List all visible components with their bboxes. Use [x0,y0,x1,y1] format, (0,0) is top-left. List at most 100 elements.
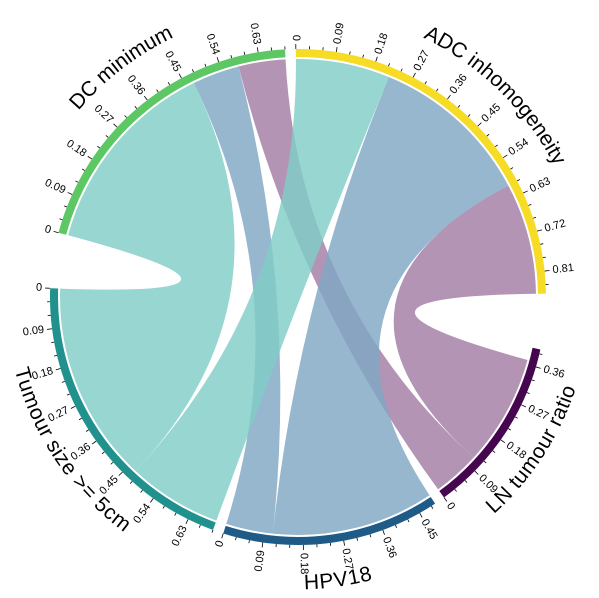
link-adc-inhomogeneity-to-hpv18 [272,77,509,535]
tick-mark [124,115,128,118]
tick-mark [544,270,550,272]
tick-mark [67,192,73,195]
sector-arc-ln-tumour-ratio [439,347,541,498]
tick-mark [500,439,506,444]
tick-mark [349,51,351,55]
tick-mark [424,81,427,85]
tick-mark [443,497,448,502]
tick-mark [66,393,70,396]
sector-label-adc-minimum: ADC minimum [0,0,176,114]
tick-mark [198,524,201,528]
tick-label: 0 [213,539,226,548]
tick-mark [495,144,498,148]
tick-mark [356,537,359,541]
tick-label: 0 [444,500,457,512]
tick-mark [129,481,133,484]
tick-mark [261,542,264,548]
tick-label: 0.63 [248,22,263,45]
tick-mark [248,540,250,544]
tick-mark [105,135,109,138]
tick-mark [162,505,165,509]
tick-mark [369,534,372,538]
tick-mark [118,471,123,476]
tick-mark [85,429,89,432]
tick-mark [167,82,171,85]
tick-mark [81,168,85,171]
tick-mark [113,123,118,128]
tick-label: 0 [43,223,52,236]
tick-label: 0.45 [479,101,503,124]
tick-mark [454,488,457,492]
link-adc-inhomogeneity-to-ln-tumour-ratio [393,185,536,458]
sector-arc-hpv18 [223,496,436,546]
tick-mark [535,366,541,369]
tick-mark [216,57,220,63]
tick-label: 0 [290,35,302,41]
tick-mark [508,428,512,431]
tick-label: 0.36 [125,73,148,97]
tick-label: 0 [36,282,43,294]
tick-mark [78,417,82,421]
tick-label: 0.54 [131,501,153,525]
tick-mark [75,180,79,183]
tick-label: 0.72 [543,217,567,234]
ticks-layer: 0 0.09 0.180.270.360.450.540.630.720.8100.… [22,22,574,575]
tick-label: 0.27 [411,48,432,73]
tick-mark [51,341,55,344]
sector-arcs-layer [49,48,546,546]
tick-label: 0.18 [64,138,88,160]
tick-label: 0.09 [22,324,45,339]
tick-mark [235,537,237,541]
tick-mark [516,179,520,182]
tick-label: 0.27 [339,547,355,570]
links-layer [60,59,536,535]
tick-mark [467,114,471,117]
tick-mark [362,54,364,58]
tick-mark [388,63,390,67]
tick-label: 0.36 [447,72,469,96]
tick-label: 0.09 [332,22,347,45]
tick-mark [510,167,514,170]
tick-mark [492,450,496,453]
tick-mark [55,368,61,371]
link-adc-minimum-to-hpv18 [193,66,281,534]
sector-arc-adc-minimum [58,49,286,235]
tick-label: 0.18 [372,32,390,56]
tick-mark [143,95,148,101]
tick-mark [528,204,532,206]
tick-label: 0.18 [31,365,55,383]
tick-mark [221,533,224,539]
tick-label: 0.09 [43,177,67,197]
tick-mark [230,55,233,59]
tick-mark [59,218,63,221]
tick-mark [483,460,487,464]
sector-label-hpv18: HPV18 [303,562,374,594]
tick-label: 0.09 [253,550,268,573]
tick-mark [375,56,378,62]
tick-mark [140,489,143,493]
tick-mark [514,416,518,419]
tick-mark [70,405,76,409]
tick-mark [110,461,114,465]
tick-mark [531,379,535,382]
tick-mark [343,540,346,546]
tick-label: 0.81 [552,262,575,276]
sector-arc-tumour-size-5cm [49,288,216,530]
tick-mark [47,328,53,330]
tick-mark [61,380,65,383]
tick-mark [533,216,537,219]
tick-mark [256,47,259,53]
tick-label: 0.36 [542,363,566,381]
tick-mark [464,480,468,483]
tick-mark [540,243,544,245]
tick-label: 0.45 [418,517,439,542]
tick-mark [457,104,461,108]
tick-mark [447,94,451,100]
tick-mark [536,229,543,232]
tick-mark [486,133,490,137]
tick-mark [474,470,479,475]
tick-mark [412,72,416,78]
tick-label: 0.27 [92,103,116,126]
tick-mark [522,190,528,194]
